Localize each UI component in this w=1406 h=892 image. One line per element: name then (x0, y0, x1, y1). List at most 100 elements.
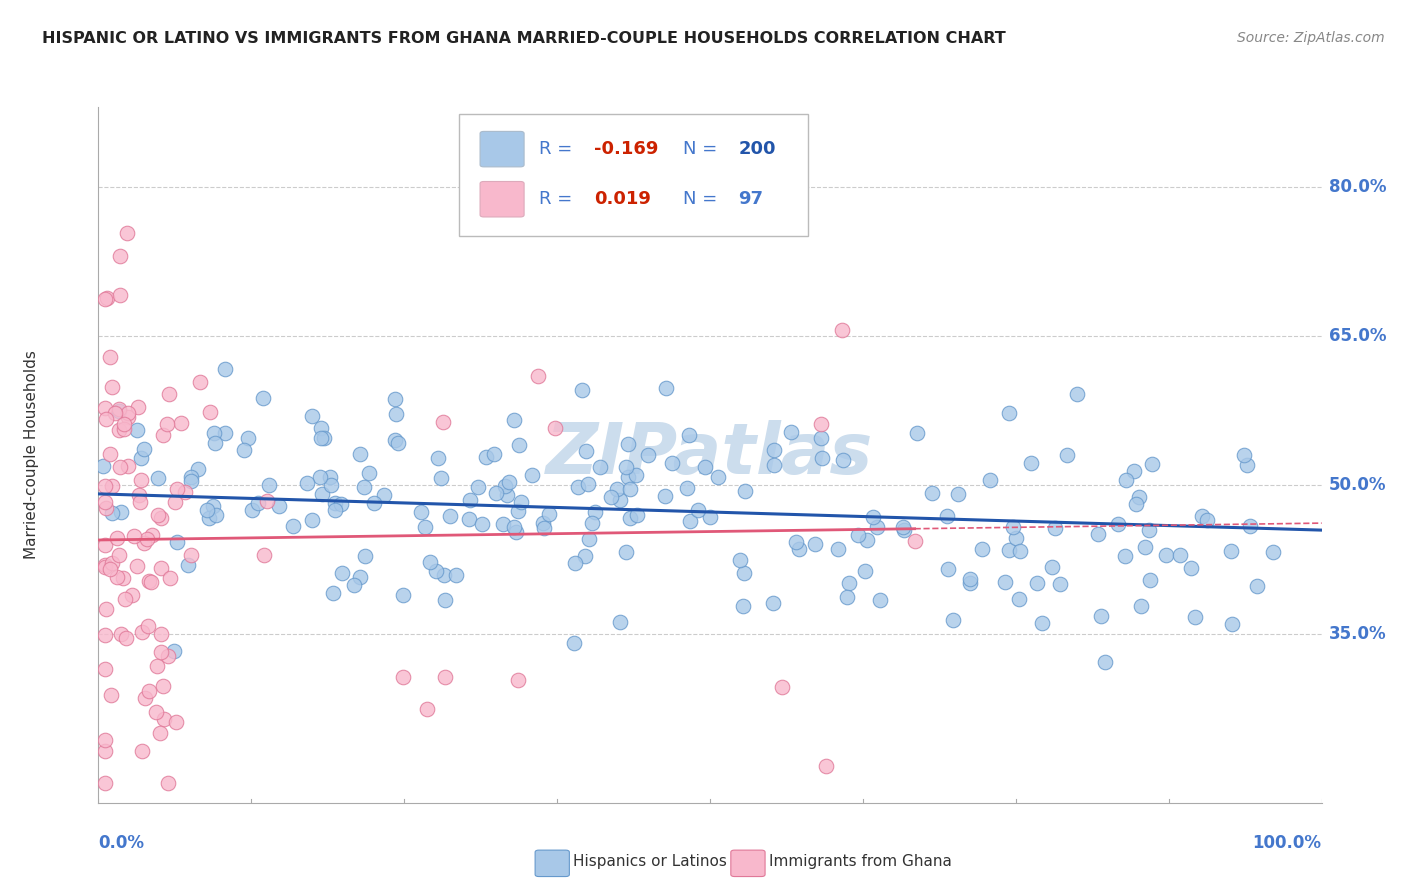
Point (866, 519, 889, 533)
Point (1056, 449, 1078, 463)
Point (733, 566, 755, 580)
Point (1130, 599, 1153, 613)
Point (214, 425, 236, 440)
Point (508, 504, 530, 518)
Point (1107, 516, 1129, 531)
Point (655, 381, 678, 395)
FancyBboxPatch shape (460, 114, 808, 235)
Point (132, 442, 155, 457)
Point (110, 249, 132, 263)
Point (862, 510, 884, 524)
Point (1031, 616, 1053, 631)
Point (349, 569, 371, 583)
Point (1010, 544, 1032, 558)
Point (676, 481, 699, 495)
Point (707, 470, 730, 484)
Point (157, 387, 180, 401)
Point (1128, 491, 1150, 505)
Point (815, 759, 838, 773)
Point (252, 391, 274, 405)
Point (1115, 473, 1137, 487)
Point (281, 519, 304, 533)
Point (323, 502, 346, 516)
Point (153, 712, 176, 726)
Point (686, 502, 709, 516)
Point (731, 599, 754, 613)
Text: 0.019: 0.019 (593, 190, 651, 208)
Point (93, 539, 115, 553)
Point (98, 350, 121, 364)
Point (267, 499, 290, 513)
Point (458, 512, 481, 526)
Point (1125, 498, 1147, 512)
Point (959, 573, 981, 587)
Point (101, 506, 124, 520)
Point (165, 715, 187, 730)
Point (1220, 617, 1243, 632)
Point (1090, 608, 1112, 623)
Point (187, 462, 209, 476)
Point (846, 528, 869, 542)
Text: R =: R = (538, 190, 578, 208)
Point (148, 471, 170, 485)
Point (152, 679, 174, 693)
Point (1040, 560, 1063, 574)
Point (994, 575, 1017, 590)
Point (136, 532, 159, 546)
Point (946, 487, 969, 501)
Text: ZIPatlas: ZIPatlas (547, 420, 873, 490)
Point (330, 566, 353, 580)
Point (654, 489, 676, 503)
Point (201, 499, 224, 513)
Point (1168, 548, 1191, 562)
Point (301, 409, 323, 423)
Point (1133, 541, 1156, 555)
Point (125, 423, 148, 437)
Point (141, 528, 163, 542)
Point (936, 508, 959, 523)
Point (342, 578, 364, 592)
Point (1114, 549, 1136, 563)
Point (236, 431, 259, 445)
Point (1219, 544, 1241, 558)
Text: 35.0%: 35.0% (1329, 624, 1386, 643)
Point (458, 492, 481, 507)
Point (93, 292, 115, 306)
Point (392, 588, 415, 602)
Point (416, 701, 439, 715)
Point (1233, 448, 1256, 462)
Point (510, 495, 533, 509)
Point (785, 535, 807, 549)
Point (1139, 523, 1161, 537)
Point (728, 553, 751, 567)
Point (1139, 573, 1161, 587)
Point (576, 477, 599, 491)
Text: R =: R = (538, 140, 578, 158)
Point (1008, 591, 1031, 606)
Point (105, 569, 128, 583)
Point (108, 548, 131, 562)
Point (93, 732, 115, 747)
Point (115, 226, 138, 240)
Point (1066, 387, 1088, 401)
Point (205, 508, 228, 522)
Point (1140, 457, 1163, 471)
Point (503, 520, 526, 534)
Point (425, 564, 447, 578)
Point (131, 473, 153, 487)
Point (434, 670, 457, 684)
Point (1180, 561, 1202, 575)
Text: 0.0%: 0.0% (98, 834, 145, 852)
Point (762, 596, 785, 610)
Point (94, 494, 117, 508)
Point (1246, 579, 1268, 593)
Point (100, 379, 122, 393)
Point (214, 362, 236, 376)
Text: HISPANIC OR LATINO VS IMMIGRANTS FROM GHANA MARRIED-COUPLE HOUSEHOLDS CORRELATIO: HISPANIC OR LATINO VS IMMIGRANTS FROM GH… (42, 31, 1005, 46)
Point (492, 517, 515, 532)
Point (297, 475, 319, 490)
Point (319, 470, 342, 484)
Point (498, 475, 520, 489)
Point (905, 426, 928, 441)
Point (93, 744, 115, 758)
